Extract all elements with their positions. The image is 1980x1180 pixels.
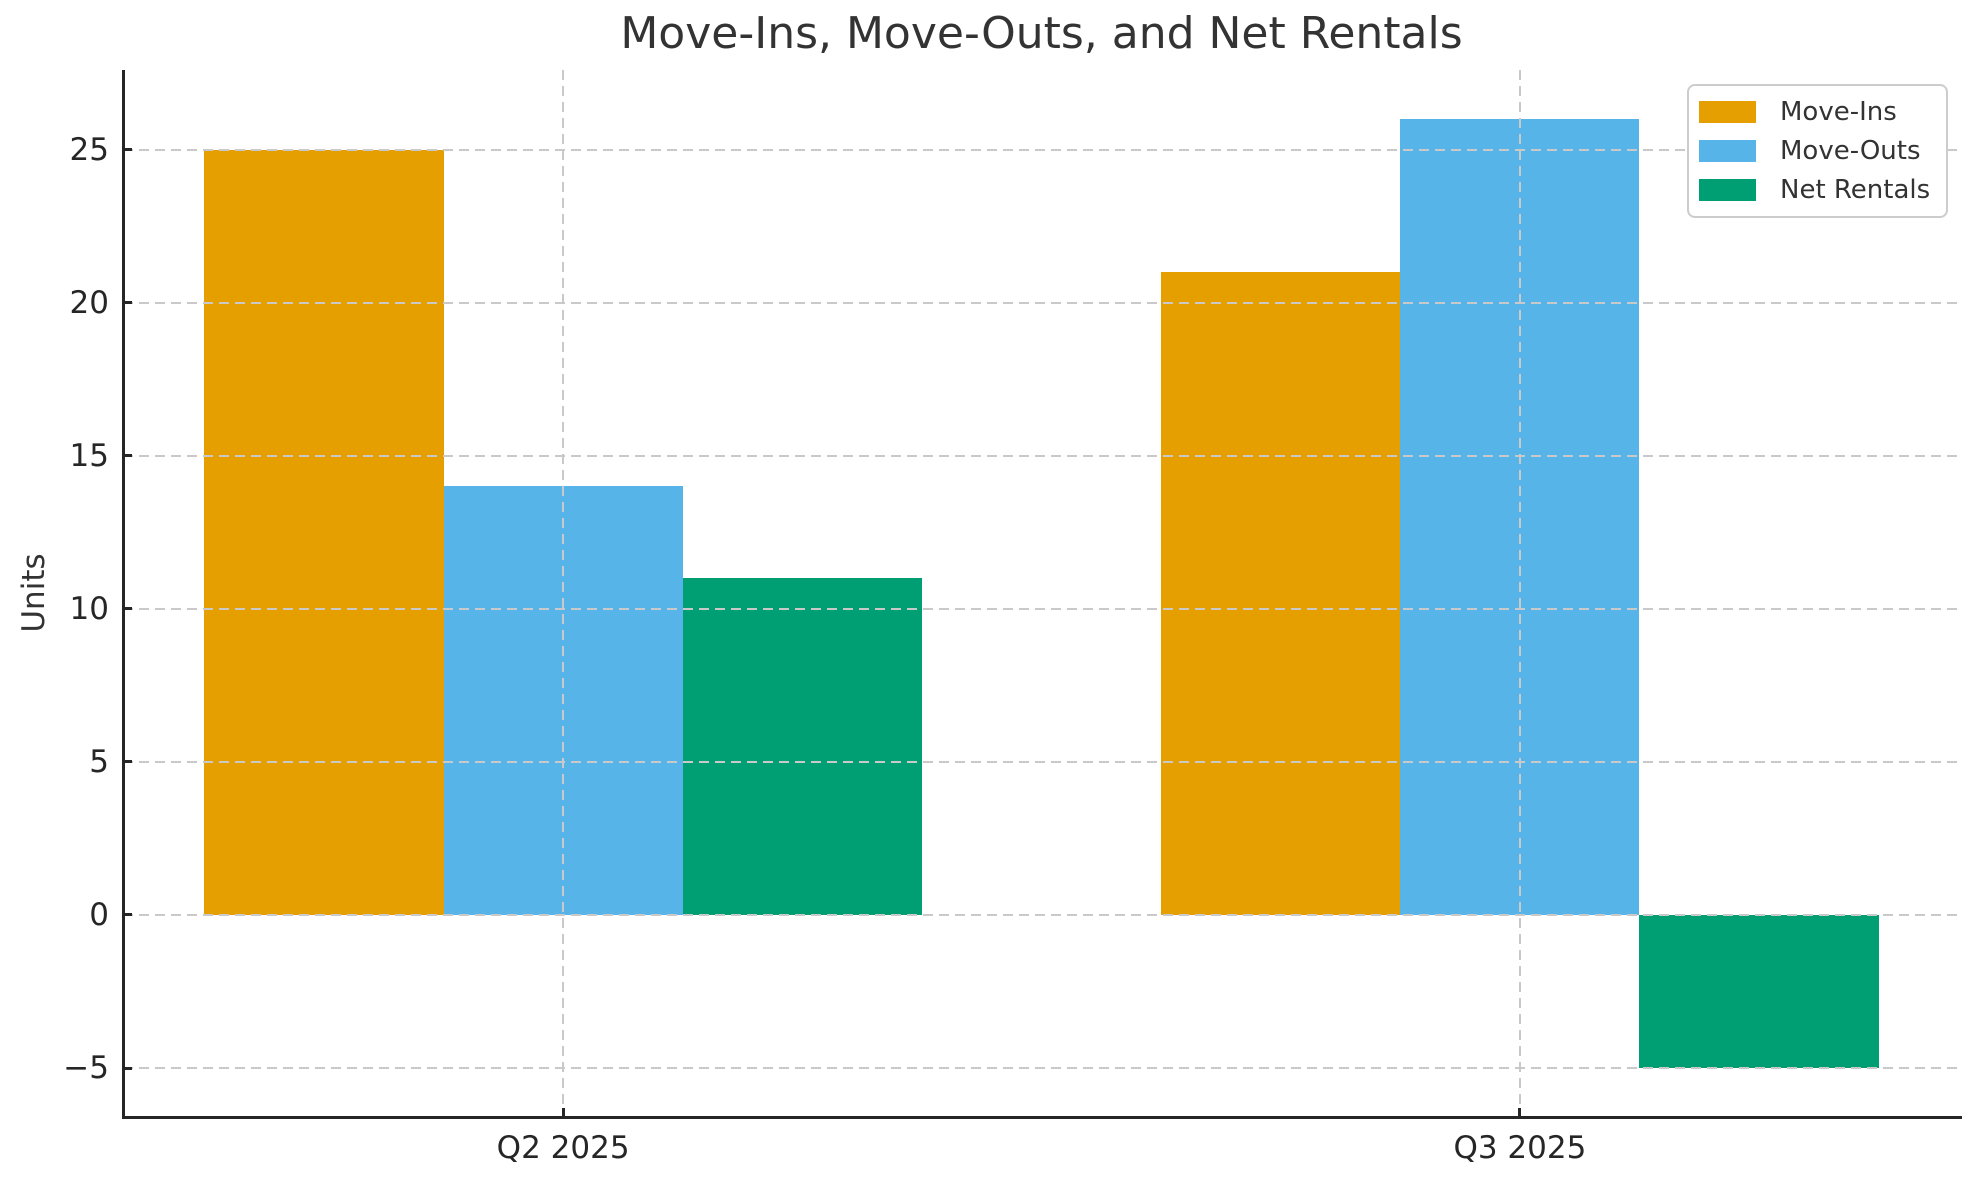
x-tick-q2-2025 [561,1108,565,1117]
y-tick-label-15: 15 [69,437,109,474]
gridline-y-10 [123,607,1960,610]
bar-move-ins-q2-2025 [204,149,444,915]
legend-item-move-ins: Move-Ins [1699,97,1936,127]
y-tick-label-5: 5 [89,743,109,780]
y-tick-15 [123,454,132,458]
x-tick-label-q3-2025: Q3 2025 [1453,1130,1587,1166]
bar-net-rentals-q2-2025 [682,578,922,915]
gridline-y-−5 [123,1067,1960,1070]
legend-swatch-move-ins [1699,100,1756,123]
y-tick-20 [123,301,132,305]
y-tick-−5 [123,1066,132,1070]
legend-label-net-rentals: Net Rentals [1780,175,1931,206]
legend-swatch-net-rentals [1699,179,1756,202]
legend-item-net-rentals: Net Rentals [1699,175,1936,205]
x-tick-q3-2025 [1518,1108,1522,1117]
y-tick-25 [123,148,132,152]
gridline-x-q3-2025 [1518,70,1521,1117]
gridline-y-25 [123,148,1960,151]
legend-item-move-outs: Move-Outs [1699,136,1936,166]
y-tick-label-25: 25 [69,131,109,168]
x-axis-spine [121,1115,1962,1119]
y-tick-0 [123,913,132,917]
legend-label-move-outs: Move-Outs [1780,135,1921,166]
y-tick-label-0: 0 [89,896,109,933]
legend: Move-Ins Move-Outs Net Rentals [1687,84,1948,218]
y-tick-label-20: 20 [69,284,109,321]
gridline-x-q2-2025 [562,70,565,1117]
y-tick-10 [123,607,132,611]
bar-net-rentals-q3-2025 [1639,914,1879,1068]
y-axis-spine [121,70,125,1119]
y-tick-5 [123,760,132,764]
gridline-y-5 [123,760,1960,763]
chart-title: Move-Ins, Move-Outs, and Net Rentals [620,8,1463,59]
gridline-y-15 [123,454,1960,457]
bar-move-ins-q3-2025 [1161,272,1401,915]
y-tick-label-10: 10 [69,590,109,627]
y-tick-label-−5: −5 [63,1050,109,1087]
legend-swatch-move-outs [1699,139,1756,162]
gridline-y-0 [123,913,1960,916]
x-tick-label-q2-2025: Q2 2025 [496,1130,630,1166]
gridline-y-20 [123,301,1960,304]
legend-label-move-ins: Move-Ins [1780,96,1897,127]
